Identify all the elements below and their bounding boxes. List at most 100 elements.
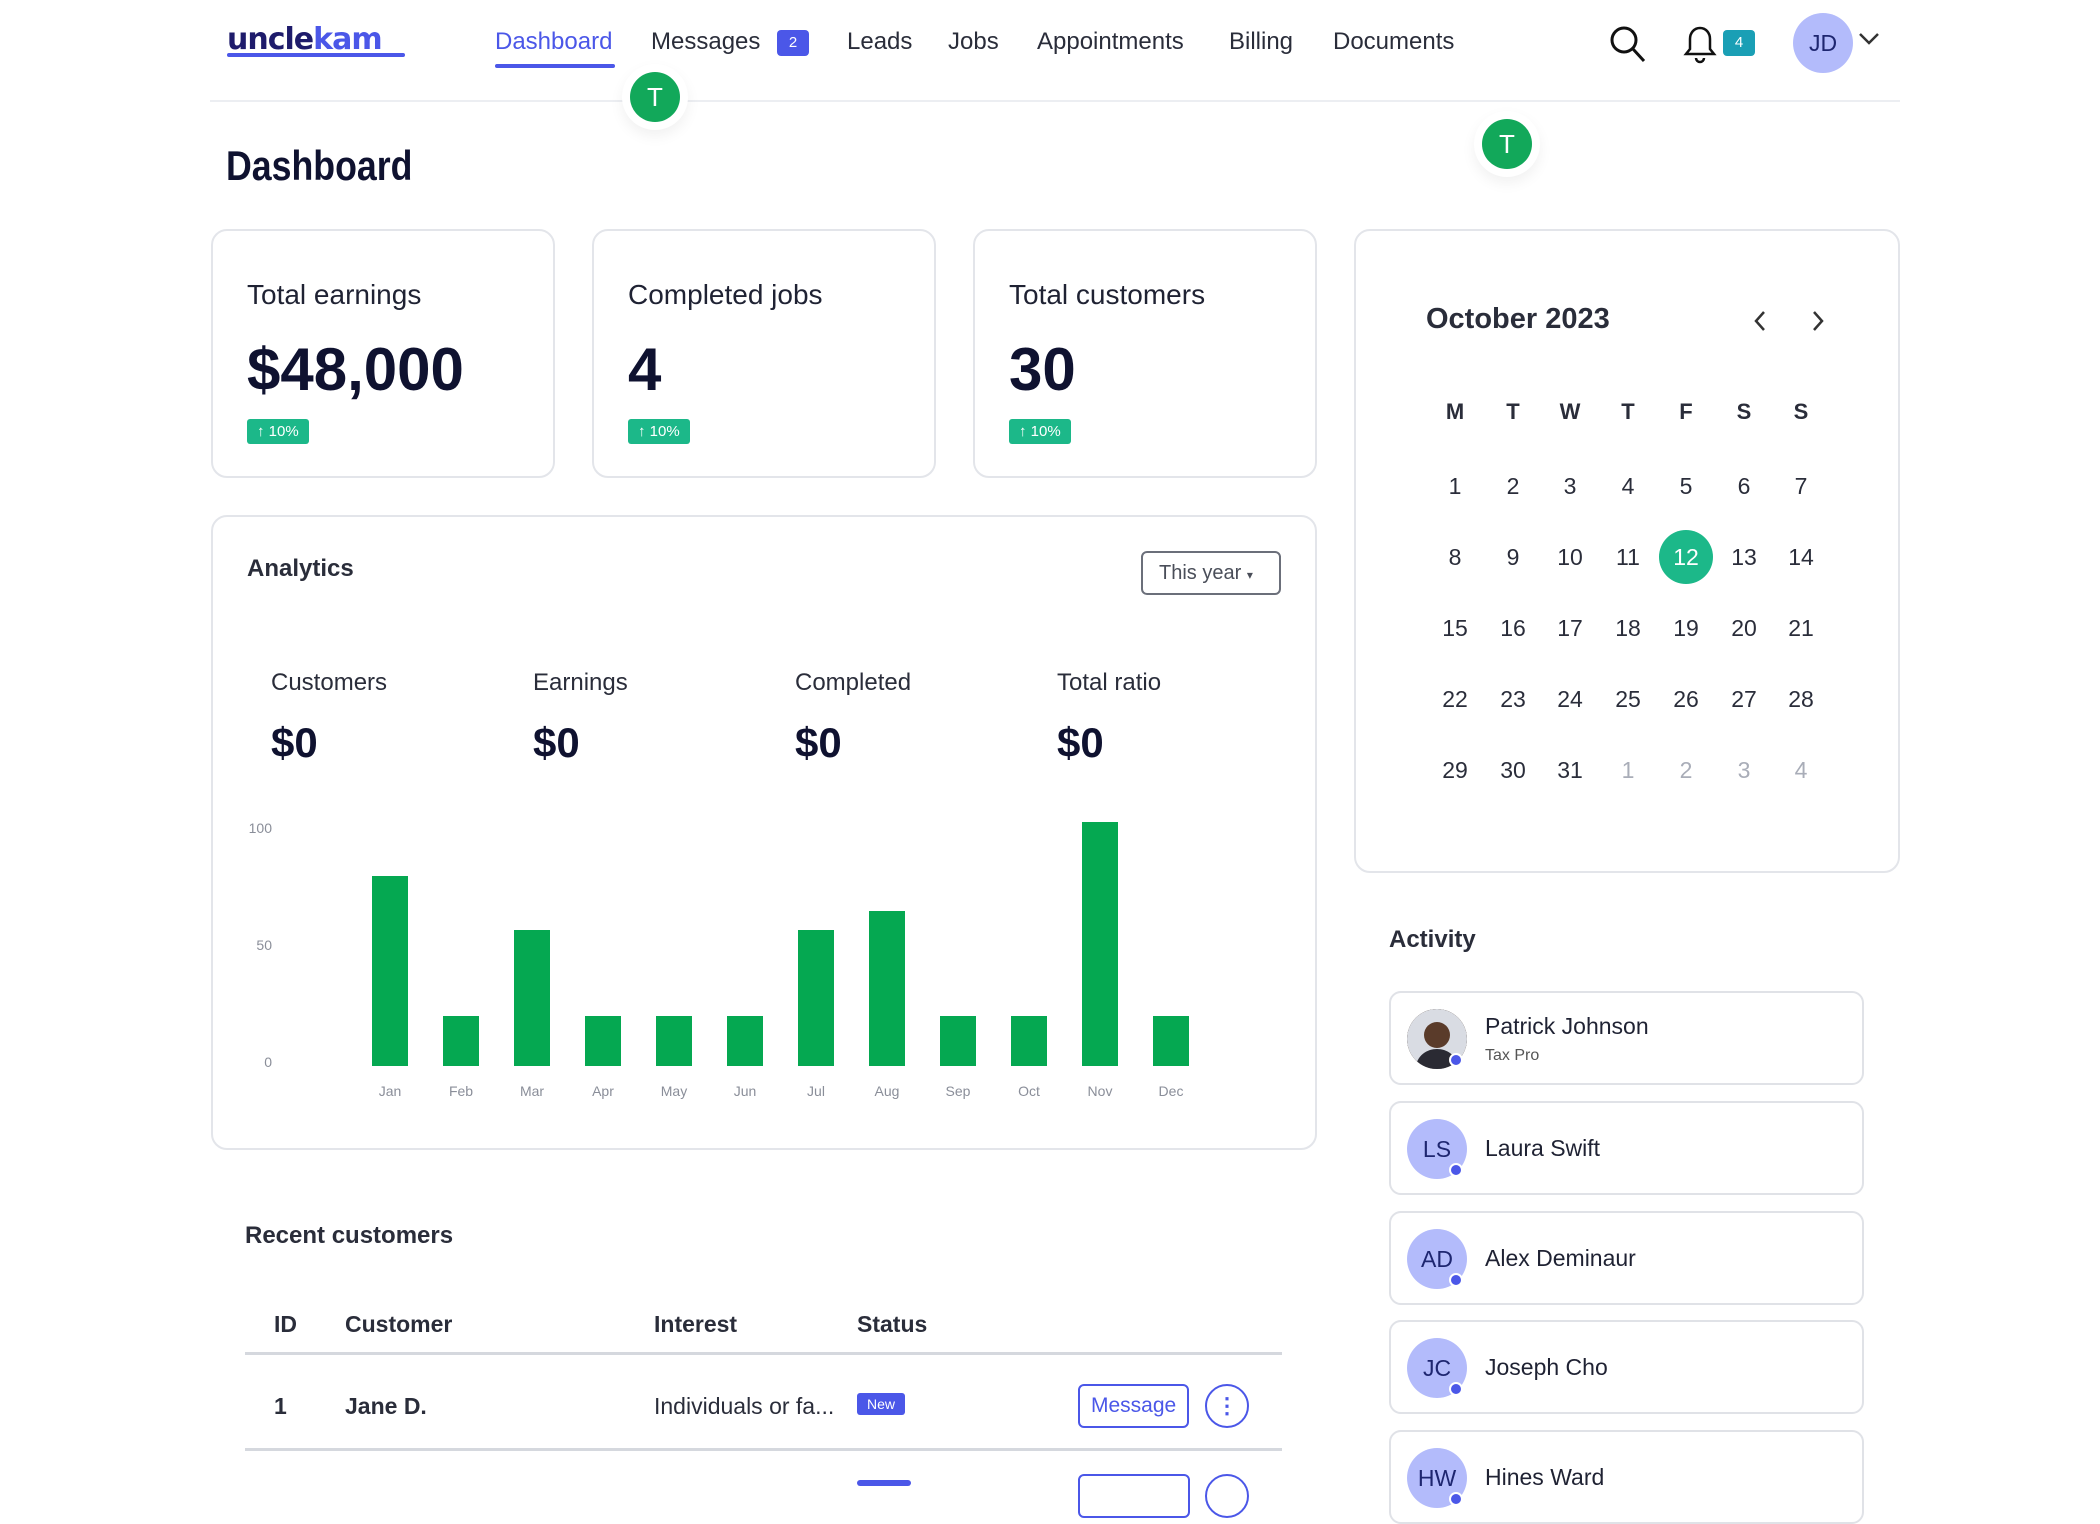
logo[interactable]: unclekam — [227, 22, 383, 57]
nav-leads[interactable]: Leads — [847, 28, 913, 55]
calendar-day[interactable]: 22 — [1442, 686, 1468, 712]
calendar-day[interactable]: 24 — [1557, 686, 1583, 712]
nav-billing[interactable]: Billing — [1229, 28, 1294, 55]
bar-jan[interactable] — [372, 875, 408, 1066]
more-options-icon[interactable]: ⋮ — [1205, 1384, 1249, 1428]
calendar-day[interactable]: 19 — [1673, 615, 1699, 641]
calendar-day[interactable]: 23 — [1500, 686, 1526, 712]
x-tick-label: Jun — [733, 1083, 757, 1099]
bar-jul[interactable] — [798, 929, 834, 1066]
calendar-day[interactable]: 1 — [1621, 757, 1635, 783]
user-avatar[interactable]: JD — [1793, 13, 1853, 73]
change-badge: ↑ 10% — [628, 419, 690, 444]
calendar-day[interactable]: 26 — [1673, 686, 1699, 712]
calendar-day[interactable]: 13 — [1731, 544, 1757, 570]
message-button[interactable] — [1078, 1474, 1190, 1518]
nav-documents[interactable]: Documents — [1333, 28, 1455, 55]
calendar-day[interactable]: 14 — [1788, 544, 1814, 570]
calendar-day[interactable]: 25 — [1615, 686, 1641, 712]
calendar-day[interactable]: 30 — [1500, 757, 1526, 783]
bar-may[interactable] — [656, 1016, 692, 1066]
calendar-day[interactable]: 4 — [1621, 473, 1635, 499]
nav-active-indicator — [495, 64, 615, 68]
calendar-day[interactable]: 2 — [1679, 757, 1693, 783]
chevron-down-icon[interactable] — [1858, 32, 1880, 51]
bar-aug[interactable] — [869, 910, 905, 1066]
calendar-day[interactable]: 9 — [1506, 544, 1520, 570]
nav-dashboard[interactable]: Dashboard — [495, 28, 613, 55]
metric-value: $0 — [533, 719, 580, 766]
x-tick-label: Mar — [519, 1083, 545, 1099]
metric-label: Customers — [271, 669, 388, 696]
activity-item[interactable]: JC Joseph Cho — [1389, 1320, 1864, 1414]
bar-jun[interactable] — [727, 1016, 763, 1066]
message-button[interactable]: Message — [1078, 1384, 1190, 1428]
activity-name: Joseph Cho — [1485, 1354, 1608, 1380]
nav-jobs[interactable]: Jobs — [948, 28, 999, 55]
nav-messages[interactable]: Messages — [651, 28, 761, 55]
online-status-dot — [1449, 1163, 1463, 1177]
messages-badge: 2 — [777, 30, 809, 56]
activity-item[interactable]: Patrick Johnson Tax Pro — [1389, 991, 1864, 1085]
col-status: Status — [857, 1311, 928, 1337]
calendar-day[interactable]: 3 — [1737, 757, 1751, 783]
status-badge: New — [857, 1393, 906, 1415]
bell-icon[interactable] — [1682, 24, 1718, 69]
calendar-day[interactable]: 27 — [1731, 686, 1757, 712]
y-tick-label: 100 — [248, 820, 272, 836]
weekday-label: S — [1736, 399, 1752, 424]
x-tick-label: Oct — [1018, 1083, 1040, 1099]
calendar-day[interactable]: 11 — [1616, 544, 1640, 570]
search-icon[interactable] — [1608, 24, 1648, 69]
calendar-day[interactable]: 6 — [1737, 473, 1751, 499]
calendar-day[interactable]: 21 — [1788, 615, 1814, 641]
nav-appointments[interactable]: Appointments — [1037, 28, 1184, 55]
calendar-day[interactable]: 20 — [1731, 615, 1757, 641]
calendar-day[interactable]: 8 — [1448, 544, 1462, 570]
stat-title: Total customers — [1009, 279, 1206, 310]
bar-apr[interactable] — [585, 1016, 621, 1066]
activity-item[interactable]: HW Hines Ward — [1389, 1430, 1864, 1524]
bar-dec[interactable] — [1153, 1016, 1189, 1066]
activity-item[interactable]: AD Alex Deminaur — [1389, 1211, 1864, 1305]
calendar-day[interactable]: 29 — [1442, 757, 1468, 783]
change-badge: ↑ 10% — [1009, 419, 1071, 444]
bar-mar[interactable] — [514, 929, 550, 1066]
calendar-day[interactable]: 1 — [1448, 473, 1462, 499]
more-options-icon[interactable] — [1205, 1474, 1249, 1518]
x-tick-label: Nov — [1087, 1083, 1113, 1099]
calendar-day[interactable]: 31 — [1557, 757, 1583, 783]
weekday-label: S — [1793, 399, 1809, 424]
metric-label: Total ratio — [1057, 669, 1162, 696]
calendar: October 2023 M T W T F S S 1 2 3 4 5 6 7 8 9 10 11 12 13 14 1… — [1354, 229, 1900, 873]
calendar-day[interactable]: 2 — [1506, 473, 1520, 499]
calendar-day[interactable]: 7 — [1794, 473, 1808, 499]
col-customer: Customer — [345, 1311, 453, 1337]
calendar-day[interactable]: 3 — [1563, 473, 1577, 499]
activity-item[interactable]: LS Laura Swift — [1389, 1101, 1864, 1195]
overlay-marker[interactable]: T — [630, 72, 680, 122]
calendar-day[interactable]: 28 — [1788, 686, 1814, 712]
col-id: ID — [274, 1311, 297, 1337]
range-dropdown[interactable]: This year ▾ — [1141, 551, 1281, 595]
bar-nov[interactable] — [1082, 821, 1118, 1066]
calendar-day[interactable]: 17 — [1557, 615, 1583, 641]
stat-title: Total earnings — [247, 279, 422, 310]
calendar-month: October 2023 — [1426, 303, 1610, 335]
calendar-day[interactable]: 15 — [1442, 615, 1468, 641]
calendar-day[interactable]: 18 — [1615, 615, 1641, 641]
chevron-right-icon[interactable] — [1810, 309, 1826, 338]
bar-feb[interactable] — [443, 1016, 479, 1066]
row-id: 1 — [274, 1393, 287, 1419]
chevron-left-icon[interactable] — [1752, 309, 1768, 338]
calendar-day[interactable]: 16 — [1500, 615, 1526, 641]
bar-sep[interactable] — [940, 1016, 976, 1066]
row-customer[interactable]: Jane D. — [345, 1393, 427, 1419]
calendar-day[interactable]: 5 — [1679, 473, 1693, 499]
overlay-marker[interactable]: T — [1482, 119, 1532, 169]
calendar-day[interactable]: 4 — [1794, 757, 1808, 783]
weekday-label: W — [1559, 399, 1581, 424]
calendar-day[interactable]: 10 — [1557, 544, 1583, 570]
calendar-day[interactable]: 12 — [1659, 530, 1713, 584]
bar-oct[interactable] — [1011, 1016, 1047, 1066]
